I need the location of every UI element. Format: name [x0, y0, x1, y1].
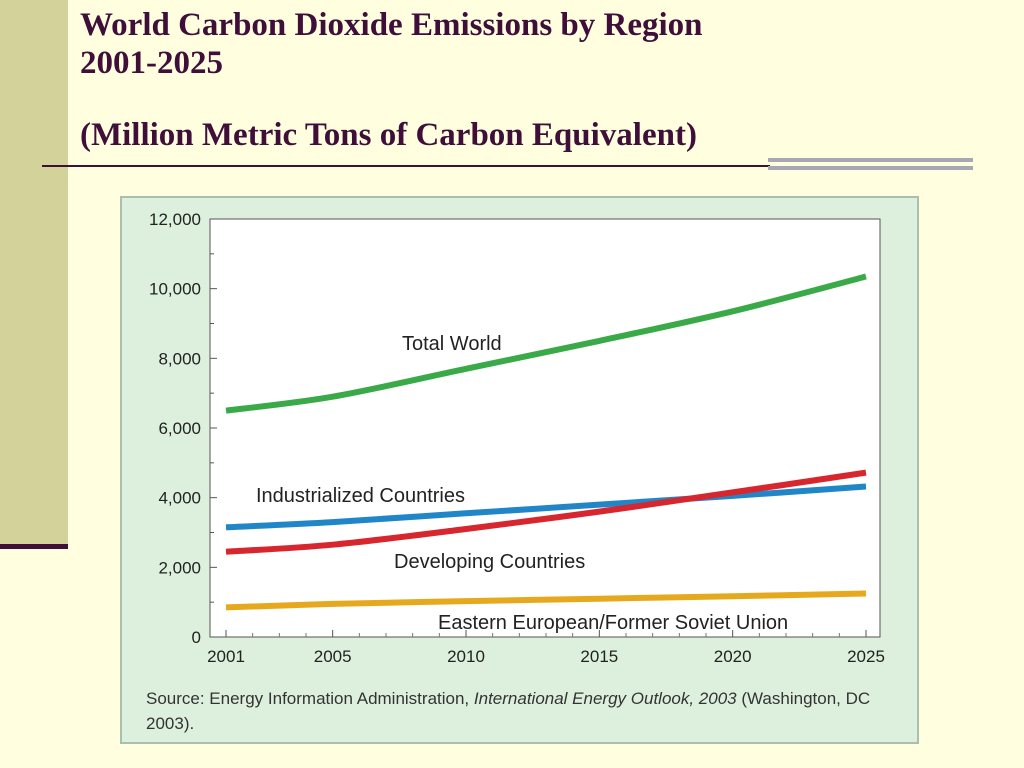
slide-subtitle: (Million Metric Tons of Carbon Equivalen… [80, 115, 697, 155]
title-divider [42, 165, 770, 167]
y-tick-label: 4,000 [158, 489, 201, 508]
x-tick-label: 2015 [580, 647, 618, 666]
left-decorative-band [0, 0, 68, 546]
y-tick-label: 10,000 [149, 280, 201, 299]
x-tick-label: 2025 [847, 647, 885, 666]
y-tick-label: 0 [192, 628, 201, 647]
source-note: Source: Energy Information Administratio… [146, 686, 906, 736]
series-label-industrialized-countries: Industrialized Countries [256, 485, 465, 507]
series-label-total-world: Total World [402, 333, 502, 355]
source-prefix: Source: Energy Information Administratio… [146, 689, 474, 708]
plot-area [210, 219, 880, 637]
series-label-developing-countries: Developing Countries [394, 551, 585, 573]
source-publication: International Energy Outlook, 2003 [474, 689, 737, 708]
chart-panel: 0 2,000 4,000 6,000 8,000 10,000 12,000 2001 20… [120, 196, 919, 744]
y-tick-label: 2,000 [158, 558, 201, 577]
left-decorative-rule [0, 544, 68, 549]
emissions-line-chart: 0 2,000 4,000 6,000 8,000 10,000 12,000 2001 20… [122, 198, 917, 678]
x-tick-label: 2010 [447, 647, 485, 666]
x-tick-label: 2005 [314, 647, 352, 666]
x-tick-label: 2020 [714, 647, 752, 666]
slide-title-line-1: World Carbon Dioxide Emissions by Region [80, 6, 703, 44]
y-tick-label: 8,000 [158, 349, 201, 368]
slide-title-line-2: 2001-2025 [80, 44, 703, 82]
y-tick-label: 6,000 [158, 419, 201, 438]
x-tick-label: 2001 [207, 647, 245, 666]
y-tick-label: 12,000 [149, 210, 201, 229]
title-divider-accent [768, 158, 973, 178]
y-axis: 0 2,000 4,000 6,000 8,000 10,000 12,000 [149, 210, 217, 647]
slide-title: World Carbon Dioxide Emissions by Region… [80, 6, 703, 82]
series-label-eastern-european-fsu: Eastern European/Former Soviet Union [438, 612, 788, 634]
